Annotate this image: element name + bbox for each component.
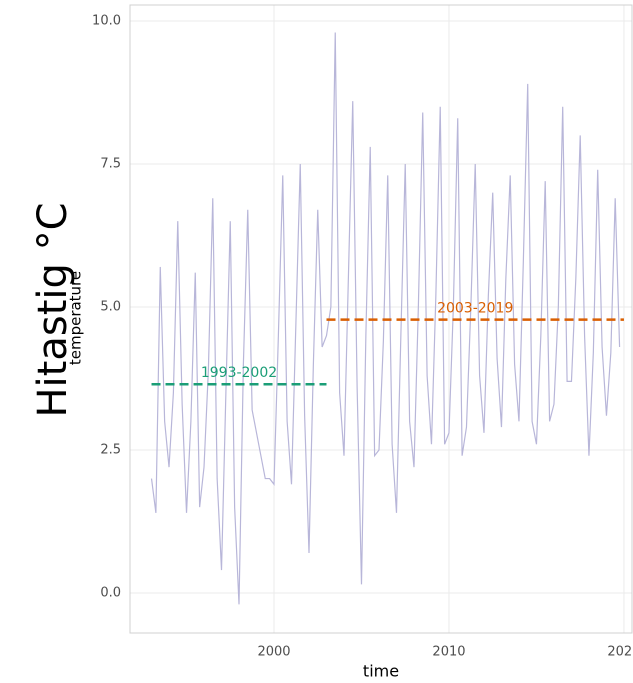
mean-label: 2003-2019: [437, 301, 513, 317]
y-tick-label: 5.0: [100, 299, 121, 314]
data-line: [150, 32, 621, 605]
x-tick-label: 2020: [607, 645, 633, 660]
y-axis-title: temperature: [67, 271, 85, 365]
panel-border: [129, 4, 633, 634]
y-tick-label: 7.5: [100, 157, 121, 172]
mean-label: 1993-2002: [201, 365, 277, 381]
x-axis-title: time: [363, 662, 399, 681]
y-tick-label: 10.0: [92, 14, 121, 29]
y-tick-label: 2.5: [100, 442, 121, 457]
x-tick-label: 2010: [432, 645, 465, 660]
y-axis-title-large: Hitastig °C: [30, 202, 76, 417]
x-tick-label: 2000: [257, 645, 290, 660]
y-tick-label: 0.0: [100, 585, 121, 600]
